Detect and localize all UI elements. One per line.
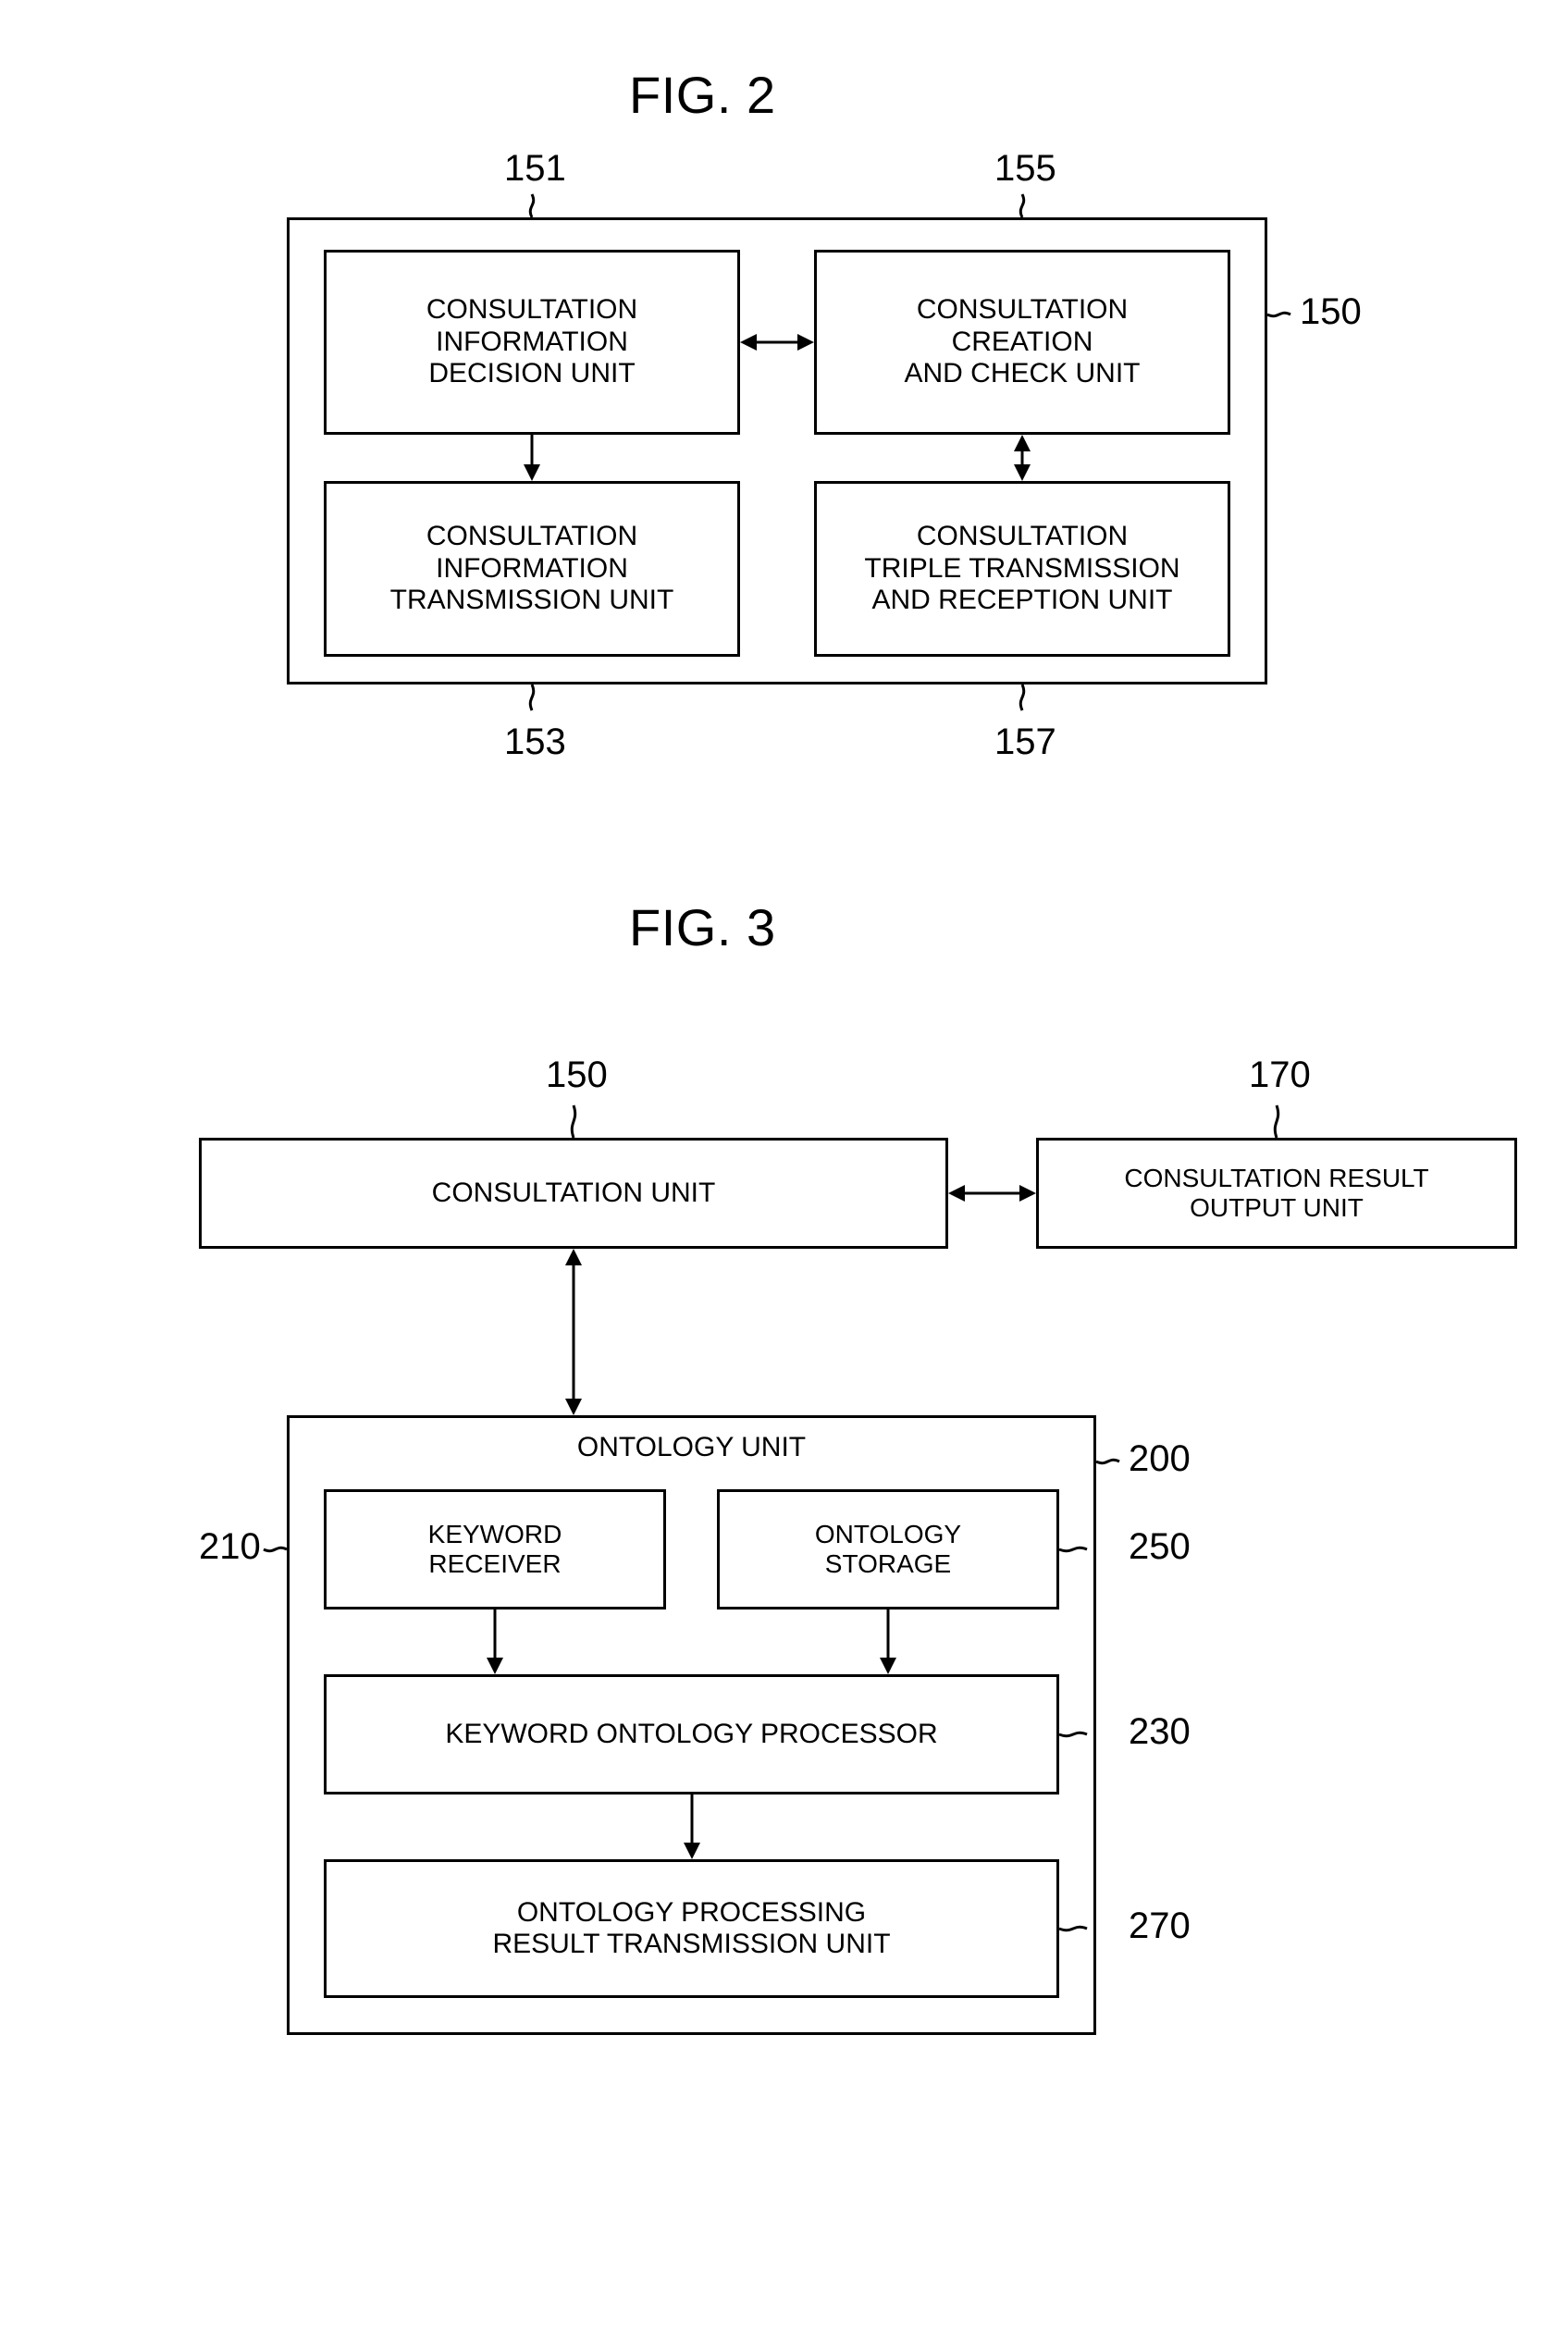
fig3-ref-170: 170 [1249,1054,1311,1096]
fig3-box-consultation-unit: CONSULTATION UNIT [199,1138,948,1249]
fig2-ref-153: 153 [504,722,566,763]
fig3-box-result-output-unit-label: CONSULTATION RESULTOUTPUT UNIT [1124,1164,1428,1223]
fig2-box-info-transmission-unit: CONSULTATIONINFORMATIONTRANSMISSION UNIT [324,481,740,657]
fig3-box-result-output-unit: CONSULTATION RESULTOUTPUT UNIT [1036,1138,1517,1249]
fig3-box-consultation-unit-label: CONSULTATION UNIT [432,1178,716,1210]
fig2-box-decision-unit: CONSULTATIONINFORMATIONDECISION UNIT [324,250,740,435]
fig3-title: FIG. 3 [629,897,776,957]
fig2-box-creation-check-unit: CONSULTATIONCREATIONAND CHECK UNIT [814,250,1230,435]
fig3-box-keyword-ontology-processor: KEYWORD ONTOLOGY PROCESSOR [324,1674,1059,1794]
fig3-box-ontology-storage-label: ONTOLOGYSTORAGE [815,1520,961,1579]
fig3-ref-150: 150 [546,1054,608,1096]
fig3-ref-200: 200 [1129,1438,1191,1480]
fig3-box-keyword-receiver: KEYWORDRECEIVER [324,1489,666,1610]
fig3-box-ontology-result-tx-unit-label: ONTOLOGY PROCESSINGRESULT TRANSMISSION U… [492,1897,890,1961]
fig3-ref-250: 250 [1129,1526,1191,1568]
fig2-title: FIG. 2 [629,65,776,125]
fig3-ref-230: 230 [1129,1711,1191,1753]
fig3-ref-270: 270 [1129,1906,1191,1947]
fig2-box-creation-check-unit-label: CONSULTATIONCREATIONAND CHECK UNIT [904,294,1140,390]
fig2-ref-157: 157 [994,722,1056,763]
fig2-box-info-transmission-unit-label: CONSULTATIONINFORMATIONTRANSMISSION UNIT [390,521,674,617]
fig3-box-ontology-result-tx-unit: ONTOLOGY PROCESSINGRESULT TRANSMISSION U… [324,1859,1059,1998]
page-root: FIG. 2 CONSULTATIONINFORMATIONDECISION U… [0,0,1568,2331]
fig2-box-triple-txrx-unit-label: CONSULTATIONTRIPLE TRANSMISSIONAND RECEP… [864,521,1179,617]
fig3-ontology-unit-header: ONTOLOGY UNIT [287,1432,1096,1463]
fig2-box-decision-unit-label: CONSULTATIONINFORMATIONDECISION UNIT [426,294,637,390]
fig2-ref-150: 150 [1300,291,1362,333]
fig3-ref-210: 210 [199,1526,261,1568]
fig2-ref-155: 155 [994,148,1056,190]
fig3-box-keyword-receiver-label: KEYWORDRECEIVER [428,1520,562,1579]
fig3-box-keyword-ontology-processor-label: KEYWORD ONTOLOGY PROCESSOR [445,1719,937,1751]
fig2-ref-151: 151 [504,148,566,190]
fig2-box-triple-txrx-unit: CONSULTATIONTRIPLE TRANSMISSIONAND RECEP… [814,481,1230,657]
fig3-box-ontology-storage: ONTOLOGYSTORAGE [717,1489,1059,1610]
